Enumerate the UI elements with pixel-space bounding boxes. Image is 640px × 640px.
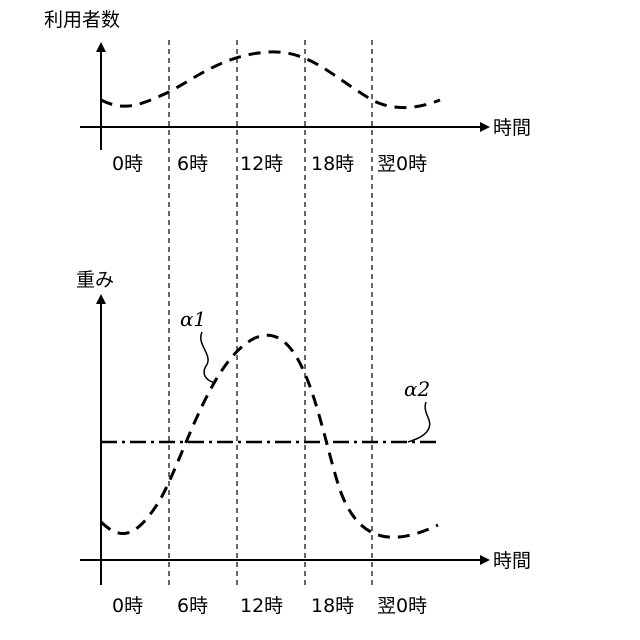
bottom-time-label-12: 12時 xyxy=(240,595,283,617)
bottom-time-labels: 0時 6時 12時 18時 翌0時 xyxy=(112,595,427,617)
alpha2-leader xyxy=(408,402,430,442)
alpha2-label: α2 xyxy=(404,377,430,401)
bottom-time-label-0: 0時 xyxy=(112,595,143,617)
bottom-x-axis-label: 時間 xyxy=(493,550,531,572)
bottom-time-label-18: 18時 xyxy=(311,595,354,617)
alpha1-leader xyxy=(201,332,213,382)
top-chart: 利用者数 時間 0時 6時 12時 18時 翌0時 xyxy=(44,9,531,585)
bottom-time-label-next0: 翌0時 xyxy=(377,595,427,617)
bottom-chart: 重み 時間 α1 α2 0時 6時 12時 18時 翌0時 xyxy=(76,269,531,617)
user-count-curve xyxy=(101,52,440,108)
top-time-label-12: 12時 xyxy=(240,153,283,175)
top-time-label-18: 18時 xyxy=(311,153,354,175)
alpha1-label: α1 xyxy=(180,307,206,331)
top-time-labels: 0時 6時 12時 18時 翌0時 xyxy=(112,153,427,175)
bottom-time-label-6: 6時 xyxy=(177,595,208,617)
top-time-label-0: 0時 xyxy=(112,153,143,175)
bottom-y-axis-label: 重み xyxy=(76,269,114,291)
top-y-axis-label: 利用者数 xyxy=(44,9,120,31)
top-time-label-next0: 翌0時 xyxy=(377,153,427,175)
alpha1-curve xyxy=(101,335,438,537)
top-x-axis-label: 時間 xyxy=(493,117,531,139)
top-time-label-6: 6時 xyxy=(177,153,208,175)
